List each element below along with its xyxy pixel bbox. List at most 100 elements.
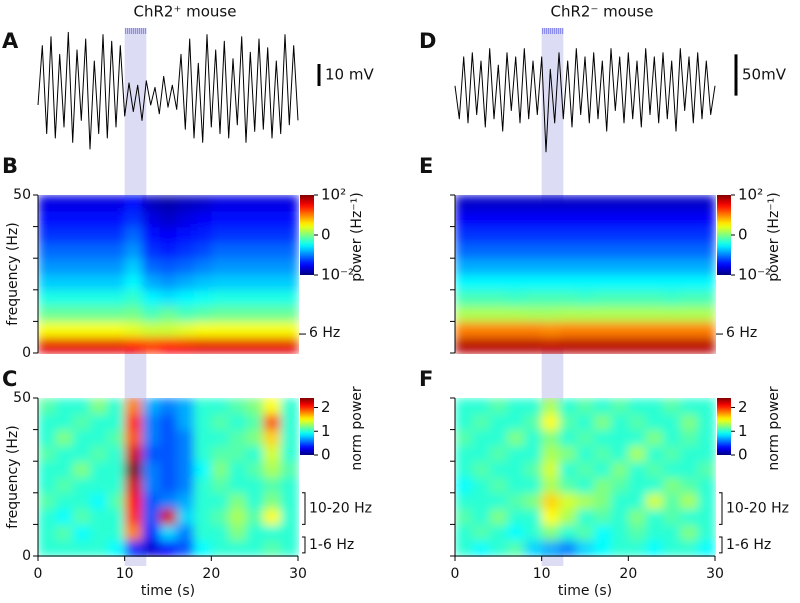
voltage-trace — [454, 48, 716, 153]
heatmap-cell — [263, 508, 282, 525]
heatmap-cell — [697, 477, 716, 494]
heatmap-cell — [455, 289, 473, 307]
heatmap-cell — [507, 445, 525, 462]
heatmap-cell — [472, 461, 491, 478]
heatmap-cell — [628, 226, 647, 243]
heatmap-cell — [72, 258, 91, 275]
heatmap-cell — [576, 445, 595, 462]
heatmap-cell — [611, 540, 629, 557]
heatmap-cell — [663, 540, 681, 557]
colorbar-tick-label: 10⁻² — [321, 266, 354, 284]
heatmap-cell — [645, 477, 664, 494]
heatmap-cell — [559, 445, 577, 462]
heatmap-cell — [72, 289, 91, 307]
heatmap-cell — [38, 429, 56, 446]
heatmap-cell — [576, 242, 595, 259]
heatmap-cell — [194, 210, 212, 228]
heatmap-cell — [263, 210, 282, 228]
heatmap-cell — [611, 226, 629, 243]
heatmap-cell — [211, 242, 230, 259]
heatmap-cell — [72, 337, 91, 354]
heatmap-cell — [263, 258, 282, 275]
colorbar-tick-label: 2 — [738, 398, 748, 416]
heatmap-cell — [228, 289, 247, 307]
heatmap-cell — [211, 540, 230, 557]
heatmap-cell — [38, 492, 56, 510]
heatmap-cell — [263, 413, 282, 431]
heatmap-cell — [159, 429, 178, 446]
heatmap-cell — [38, 274, 56, 291]
heatmap-cell — [211, 289, 230, 307]
heatmap-cell — [124, 226, 143, 243]
heatmap-cell — [142, 461, 160, 478]
heatmap-cell — [576, 274, 595, 291]
heatmap-cell — [524, 242, 543, 259]
panel-label: E — [419, 154, 433, 178]
heatmap-cell — [38, 226, 56, 243]
heatmap-cell — [628, 445, 647, 462]
heatmap-cell — [280, 398, 299, 415]
heatmap-cell — [593, 242, 612, 259]
heatmap-cell — [263, 445, 282, 462]
heatmap-cell — [90, 477, 108, 494]
colorbar-label: power (Hz⁻¹) — [349, 192, 365, 282]
heatmap-cell — [472, 274, 491, 291]
heatmap-cell — [593, 195, 612, 212]
heatmap-cell — [176, 337, 195, 354]
heatmap-cell — [663, 492, 681, 510]
panel-label: C — [2, 367, 17, 391]
heatmap-cell — [663, 289, 681, 307]
heatmap-cell — [489, 289, 508, 307]
heatmap-cell — [72, 524, 91, 541]
heatmap-cell — [228, 540, 247, 557]
heatmap-cell — [159, 398, 178, 415]
panel-label: B — [2, 154, 18, 178]
heatmap-cell — [90, 305, 108, 322]
heatmap-cell — [38, 305, 56, 322]
heatmap-cell — [246, 321, 264, 338]
annotation-label: 10-20 Hz — [309, 501, 372, 517]
heatmap-cell — [663, 524, 681, 541]
heatmap-cell — [524, 492, 543, 510]
heatmap-cell — [611, 508, 629, 525]
heatmap-cell — [645, 210, 664, 228]
heatmap-cell — [680, 258, 699, 275]
heatmap-cell — [697, 305, 716, 322]
heatmap-cell — [159, 274, 178, 291]
heatmap-cell — [72, 242, 91, 259]
annotation-bracket — [719, 492, 723, 525]
heatmap-cell — [541, 492, 560, 510]
heatmap-cell — [611, 289, 629, 307]
heatmap-cell — [524, 210, 543, 228]
heatmap-cell — [524, 477, 543, 494]
heatmap-cell — [176, 195, 195, 212]
heatmap-cell — [142, 477, 160, 494]
heatmap-cell — [72, 492, 91, 510]
heatmap-cell — [159, 210, 178, 228]
heatmap — [455, 195, 716, 354]
heatmap-cell — [559, 305, 577, 322]
x-axis-label: time (s) — [558, 583, 612, 599]
heatmap-cell — [472, 413, 491, 431]
heatmap-cell — [142, 242, 160, 259]
heatmap-cell — [559, 413, 577, 431]
heatmap-cell — [541, 258, 560, 275]
heatmap-cell — [507, 321, 525, 338]
heatmap-cell — [142, 337, 160, 354]
heatmap-cell — [541, 195, 560, 212]
heatmap-cell — [559, 274, 577, 291]
heatmap-cell — [611, 274, 629, 291]
heatmap-cell — [107, 398, 126, 415]
heatmap-cell — [663, 258, 681, 275]
heatmap-cell — [159, 413, 178, 431]
heatmap-cell — [228, 477, 247, 494]
heatmap-cell — [697, 337, 716, 354]
heatmap-cell — [280, 321, 299, 338]
heatmap-cell — [280, 508, 299, 525]
heatmap-cell — [645, 398, 664, 415]
heatmap-cell — [246, 524, 264, 541]
heatmap-cell — [593, 305, 612, 322]
heatmap-cell — [211, 210, 230, 228]
heatmap-cell — [680, 445, 699, 462]
annotation-bracket — [302, 492, 306, 525]
